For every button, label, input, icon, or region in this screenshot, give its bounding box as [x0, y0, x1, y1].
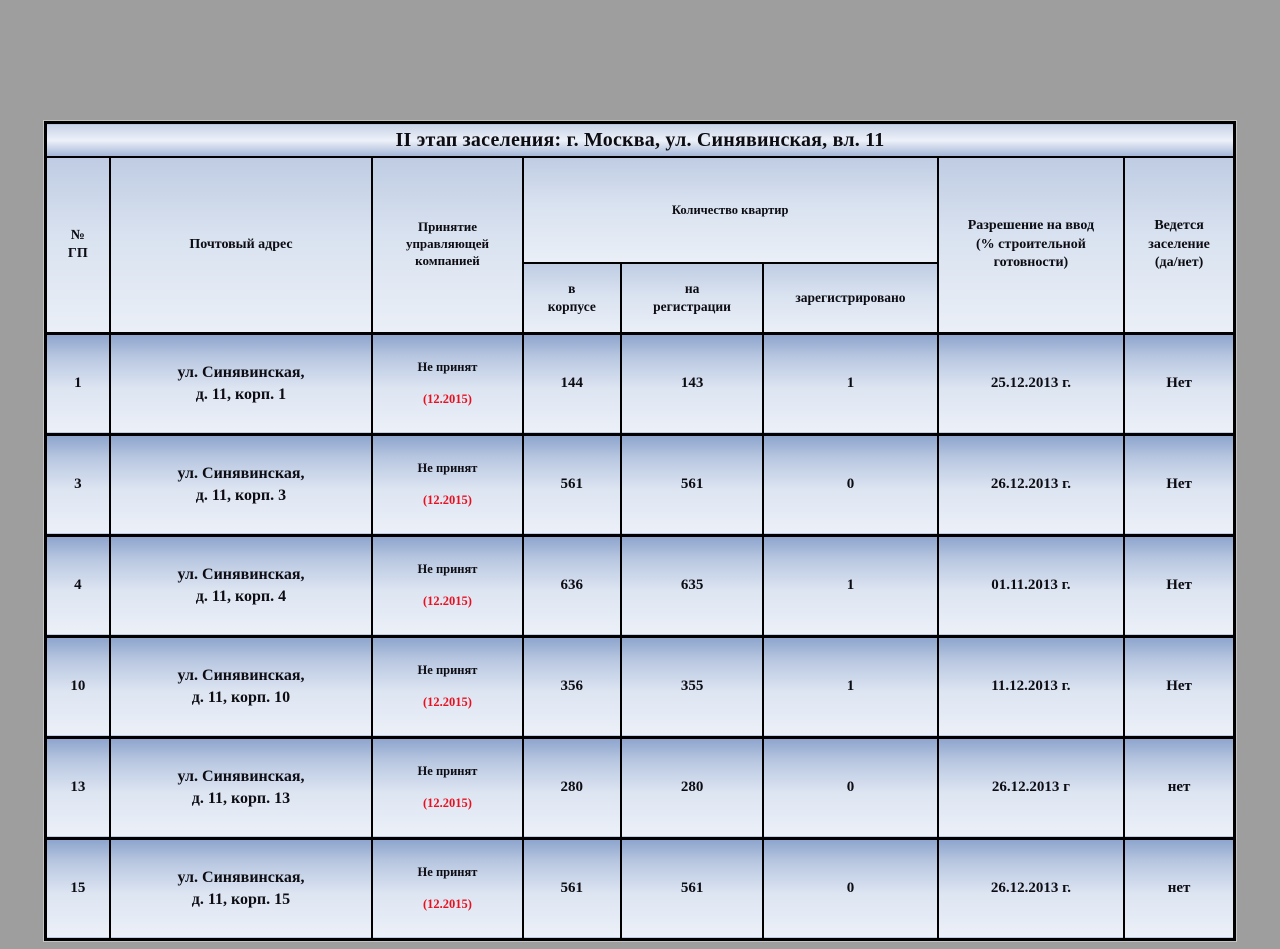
cell-management-status: Не принят (12.2015) [371, 836, 524, 940]
cell-address: ул. Синявинская, д. 11, корп. 15 [108, 836, 374, 940]
cell-management-status: Не принят (12.2015) [371, 331, 524, 435]
header-num-gp: № ГП [44, 156, 111, 334]
management-date-text: (12.2015) [423, 594, 472, 608]
cell-registered: 0 [762, 432, 939, 536]
cell-num: 4 [44, 533, 111, 637]
table-row: 3 ул. Синявинская, д. 11, корп. 3 Не при… [44, 432, 1236, 536]
cell-management-status: Не принят (12.2015) [371, 735, 524, 839]
header-settlement-in-progress: Ведется заселение (да/нет) [1123, 156, 1236, 334]
header-in-building: в корпусе [521, 262, 622, 334]
cell-permit-date: 11.12.2013 г. [936, 634, 1126, 738]
cell-registered: 1 [762, 634, 939, 738]
cell-permit-date: 26.12.2013 г. [936, 836, 1126, 940]
cell-in-building: 280 [521, 735, 622, 839]
cell-address: ул. Синявинская, д. 11, корп. 13 [108, 735, 374, 839]
settlement-table: II этап заселения: г. Москва, ул. Синяви… [44, 121, 1236, 941]
table-row: 10 ул. Синявинская, д. 11, корп. 10 Не п… [44, 634, 1236, 738]
management-status-text: Не принят [417, 865, 478, 879]
header-apartments-count-group: Количество квартир [521, 156, 939, 264]
cell-registered: 0 [762, 735, 939, 839]
cell-registered: 1 [762, 331, 939, 435]
cell-settlement: нет [1123, 735, 1236, 839]
cell-management-status: Не принят (12.2015) [371, 432, 524, 536]
cell-settlement: Нет [1123, 432, 1236, 536]
cell-management-status: Не принят (12.2015) [371, 533, 524, 637]
cell-on-registration: 355 [619, 634, 765, 738]
cell-permit-date: 26.12.2013 г [936, 735, 1126, 839]
cell-address: ул. Синявинская, д. 11, корп. 4 [108, 533, 374, 637]
cell-on-registration: 143 [619, 331, 765, 435]
header-management-acceptance: Принятие управляющей компанией [371, 156, 524, 334]
cell-in-building: 561 [521, 836, 622, 940]
cell-num: 15 [44, 836, 111, 940]
table-row: 4 ул. Синявинская, д. 11, корп. 4 Не при… [44, 533, 1236, 637]
management-date-text: (12.2015) [423, 392, 472, 406]
cell-num: 1 [44, 331, 111, 435]
cell-registered: 0 [762, 836, 939, 940]
cell-on-registration: 561 [619, 836, 765, 940]
cell-settlement: Нет [1123, 533, 1236, 637]
cell-settlement: нет [1123, 836, 1236, 940]
header-registered: зарегистрировано [762, 262, 939, 334]
management-status-text: Не принят [417, 360, 478, 374]
cell-permit-date: 26.12.2013 г. [936, 432, 1126, 536]
cell-permit-date: 25.12.2013 г. [936, 331, 1126, 435]
management-status-text: Не принят [417, 663, 478, 677]
header-postal-address: Почтовый адрес [108, 156, 374, 334]
cell-in-building: 356 [521, 634, 622, 738]
table-title: II этап заселения: г. Москва, ул. Синяви… [44, 121, 1236, 158]
header-on-registration: на регистрации [619, 262, 765, 334]
management-date-text: (12.2015) [423, 695, 472, 709]
management-date-text: (12.2015) [423, 493, 472, 507]
cell-settlement: Нет [1123, 331, 1236, 435]
cell-on-registration: 635 [619, 533, 765, 637]
management-status-text: Не принят [417, 461, 478, 475]
header-commissioning-permit: Разрешение на ввод (% строительной готов… [936, 156, 1126, 334]
cell-address: ул. Синявинская, д. 11, корп. 3 [108, 432, 374, 536]
cell-on-registration: 280 [619, 735, 765, 839]
management-date-text: (12.2015) [423, 796, 472, 810]
cell-in-building: 144 [521, 331, 622, 435]
cell-settlement: Нет [1123, 634, 1236, 738]
management-status-text: Не принят [417, 764, 478, 778]
cell-on-registration: 561 [619, 432, 765, 536]
cell-address: ул. Синявинская, д. 11, корп. 1 [108, 331, 374, 435]
cell-num: 10 [44, 634, 111, 738]
cell-in-building: 561 [521, 432, 622, 536]
cell-num: 3 [44, 432, 111, 536]
table-row: 13 ул. Синявинская, д. 11, корп. 13 Не п… [44, 735, 1236, 839]
settlement-table-container: II этап заселения: г. Москва, ул. Синяви… [43, 120, 1237, 942]
management-status-text: Не принят [417, 562, 478, 576]
cell-permit-date: 01.11.2013 г. [936, 533, 1126, 637]
table-row: 1 ул. Синявинская, д. 11, корп. 1 Не при… [44, 331, 1236, 435]
cell-address: ул. Синявинская, д. 11, корп. 10 [108, 634, 374, 738]
cell-management-status: Не принят (12.2015) [371, 634, 524, 738]
cell-num: 13 [44, 735, 111, 839]
table-row: 15 ул. Синявинская, д. 11, корп. 15 Не п… [44, 836, 1236, 940]
management-date-text: (12.2015) [423, 897, 472, 911]
cell-in-building: 636 [521, 533, 622, 637]
cell-registered: 1 [762, 533, 939, 637]
